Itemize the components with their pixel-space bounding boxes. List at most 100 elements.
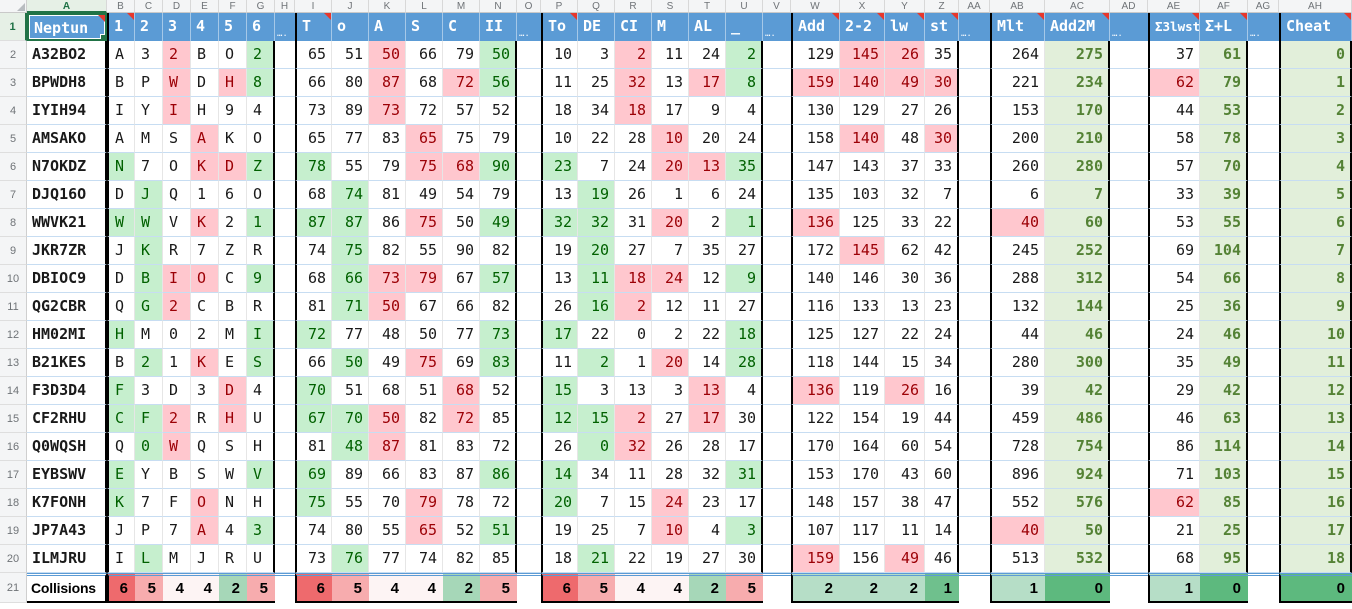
cell-T15[interactable]: 17	[689, 405, 726, 433]
cell-S13[interactable]: 20	[652, 349, 689, 377]
cell-L8[interactable]: 75	[406, 209, 443, 237]
cell-A17[interactable]: EYBSWV	[27, 461, 107, 489]
cell-P10[interactable]: 13	[541, 265, 578, 293]
cell-F2[interactable]: O	[219, 41, 247, 69]
cell-Z13[interactable]: 34	[925, 349, 959, 377]
header-cell-AH[interactable]: Cheat	[1279, 13, 1352, 41]
cell-AD9[interactable]	[1110, 237, 1148, 265]
cell-AH13[interactable]: 11	[1279, 349, 1352, 377]
header-cell-U[interactable]: _	[726, 13, 763, 41]
cell-AD21[interactable]	[1110, 573, 1148, 603]
cell-L4[interactable]: 72	[406, 97, 443, 125]
cell-Z14[interactable]: 16	[925, 377, 959, 405]
cell-D16[interactable]: W	[163, 433, 191, 461]
cell-R2[interactable]: 2	[615, 41, 652, 69]
cell-O14[interactable]	[517, 377, 541, 405]
cell-D10[interactable]: I	[163, 265, 191, 293]
cell-N18[interactable]: 72	[480, 489, 517, 517]
cell-AC11[interactable]: 144	[1045, 293, 1110, 321]
row-number-18[interactable]: 18	[0, 489, 27, 517]
cell-H11[interactable]	[275, 293, 295, 321]
cell-R6[interactable]: 24	[615, 153, 652, 181]
cell-T13[interactable]: 14	[689, 349, 726, 377]
row-number-21[interactable]: 21	[0, 573, 27, 603]
cell-T3[interactable]: 17	[689, 69, 726, 97]
cell-AA14[interactable]	[959, 377, 990, 405]
cell-AA21[interactable]	[959, 573, 990, 603]
cell-AC16[interactable]: 754	[1045, 433, 1110, 461]
cell-N2[interactable]: 50	[480, 41, 517, 69]
cell-B17[interactable]: E	[107, 461, 135, 489]
cell-D4[interactable]: I	[163, 97, 191, 125]
cell-X12[interactable]: 127	[840, 321, 885, 349]
header-cell-G[interactable]: 6	[247, 13, 275, 41]
cell-U16[interactable]: 17	[726, 433, 763, 461]
column-letter-N[interactable]: N	[480, 0, 517, 13]
cell-A15[interactable]: CF2RHU	[27, 405, 107, 433]
cell-AB5[interactable]: 200	[990, 125, 1045, 153]
cell-Z7[interactable]: 7	[925, 181, 959, 209]
cell-J8[interactable]: 87	[332, 209, 369, 237]
cell-B15[interactable]: C	[107, 405, 135, 433]
cell-N13[interactable]: 83	[480, 349, 517, 377]
header-cell-A[interactable]: Neptun	[27, 13, 107, 41]
cell-W2[interactable]: 129	[791, 41, 840, 69]
cell-C7[interactable]: J	[135, 181, 163, 209]
cell-H16[interactable]	[275, 433, 295, 461]
cell-W18[interactable]: 148	[791, 489, 840, 517]
cell-H3[interactable]	[275, 69, 295, 97]
cell-AA12[interactable]	[959, 321, 990, 349]
cell-E17[interactable]: S	[191, 461, 219, 489]
cell-Q13[interactable]: 2	[578, 349, 615, 377]
cell-C14[interactable]: 3	[135, 377, 163, 405]
cell-Y21[interactable]: 2	[885, 573, 925, 603]
cell-Y15[interactable]: 19	[885, 405, 925, 433]
cell-E12[interactable]: 2	[191, 321, 219, 349]
row-number-3[interactable]: 3	[0, 69, 27, 97]
cell-AD7[interactable]	[1110, 181, 1148, 209]
row-number-6[interactable]: 6	[0, 153, 27, 181]
column-letter-AH[interactable]: AH	[1279, 0, 1352, 13]
cell-C5[interactable]: M	[135, 125, 163, 153]
cell-R5[interactable]: 28	[615, 125, 652, 153]
cell-AD12[interactable]	[1110, 321, 1148, 349]
header-cell-AA[interactable]: ….	[959, 13, 990, 41]
cell-AE4[interactable]: 44	[1148, 97, 1200, 125]
cell-AD16[interactable]	[1110, 433, 1148, 461]
cell-P7[interactable]: 13	[541, 181, 578, 209]
cell-L7[interactable]: 49	[406, 181, 443, 209]
cell-M17[interactable]: 87	[443, 461, 480, 489]
cell-E7[interactable]: 1	[191, 181, 219, 209]
cell-V11[interactable]	[763, 293, 791, 321]
cell-Q19[interactable]: 25	[578, 517, 615, 545]
cell-S21[interactable]: 4	[652, 573, 689, 603]
cell-U4[interactable]: 4	[726, 97, 763, 125]
cell-AB16[interactable]: 728	[990, 433, 1045, 461]
cell-AE19[interactable]: 21	[1148, 517, 1200, 545]
cell-R14[interactable]: 13	[615, 377, 652, 405]
cell-N16[interactable]: 72	[480, 433, 517, 461]
cell-W19[interactable]: 107	[791, 517, 840, 545]
cell-AA15[interactable]	[959, 405, 990, 433]
cell-W6[interactable]: 147	[791, 153, 840, 181]
cell-L20[interactable]: 74	[406, 545, 443, 573]
cell-AG12[interactable]	[1248, 321, 1279, 349]
cell-P2[interactable]: 10	[541, 41, 578, 69]
cell-O17[interactable]	[517, 461, 541, 489]
cell-U20[interactable]: 30	[726, 545, 763, 573]
cell-V21[interactable]	[763, 573, 791, 603]
cell-J9[interactable]: 75	[332, 237, 369, 265]
cell-AG16[interactable]	[1248, 433, 1279, 461]
cell-Y3[interactable]: 49	[885, 69, 925, 97]
cell-A9[interactable]: JKR7ZR	[27, 237, 107, 265]
cell-I17[interactable]: 69	[295, 461, 332, 489]
cell-P19[interactable]: 19	[541, 517, 578, 545]
cell-Y2[interactable]: 26	[885, 41, 925, 69]
cell-J12[interactable]: 77	[332, 321, 369, 349]
header-cell-S[interactable]: M	[652, 13, 689, 41]
cell-AG10[interactable]	[1248, 265, 1279, 293]
cell-S5[interactable]: 10	[652, 125, 689, 153]
column-letter-H[interactable]: H	[275, 0, 295, 13]
cell-AH7[interactable]: 5	[1279, 181, 1352, 209]
cell-L10[interactable]: 79	[406, 265, 443, 293]
